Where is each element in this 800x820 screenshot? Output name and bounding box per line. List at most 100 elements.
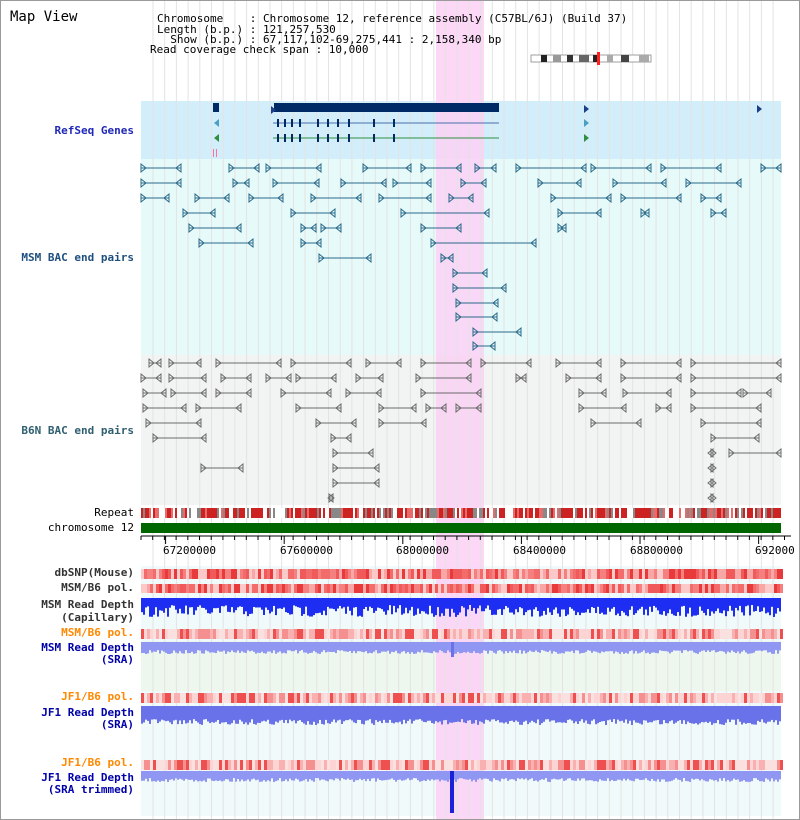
depth-bar: [335, 706, 337, 723]
track-label-msm-depth-cap-1[interactable]: MSM Read Depth: [41, 598, 134, 611]
bac-end-marker: [430, 237, 437, 249]
depth-bar: [571, 642, 573, 651]
track-label-msm-b6-pol-2[interactable]: MSM/B6 pol.: [61, 626, 134, 639]
heat-cell: [264, 569, 267, 579]
depth-bar: [547, 598, 549, 608]
heat-cell: [366, 569, 369, 579]
depth-bar: [459, 598, 461, 613]
heat-cell: [546, 629, 549, 639]
depth-bar: [425, 642, 427, 653]
depth-bar: [645, 771, 647, 779]
depth-bar: [551, 598, 553, 615]
depth-bar: [481, 771, 483, 780]
repeat-segment: [277, 508, 279, 518]
heat-cell: [663, 584, 666, 593]
depth-bar: [243, 642, 245, 653]
depth-bar: [245, 706, 247, 723]
heat-cell: [330, 584, 333, 593]
depth-bar: [473, 598, 475, 608]
track-label-jf1-b6-pol-2[interactable]: JF1/B6 pol.: [61, 756, 134, 769]
depth-bar: [721, 706, 723, 725]
track-label-msm-depth-sra-1[interactable]: MSM Read Depth: [41, 641, 134, 654]
repeat-segment: [163, 508, 165, 518]
heat-cell: [600, 693, 603, 703]
repeat-segment: [191, 508, 193, 518]
depth-bar: [175, 642, 177, 653]
depth-bar: [299, 642, 301, 651]
depth-bar: [353, 771, 355, 782]
depth-bar: [675, 598, 677, 616]
depth-bar: [491, 771, 493, 782]
heat-cell: [318, 584, 321, 593]
depth-bar: [285, 598, 287, 613]
depth-bar: [719, 598, 721, 613]
repeat-segment: [583, 508, 585, 518]
heat-cell: [678, 584, 681, 593]
depth-bar: [559, 771, 561, 780]
depth-bar: [643, 642, 645, 651]
depth-bar: [769, 771, 771, 782]
depth-bar: [419, 706, 421, 720]
depth-bar: [535, 771, 537, 781]
depth-bar: [729, 598, 731, 606]
track-label-jf1-depth-trim-1[interactable]: JF1 Read Depth: [41, 771, 134, 784]
repeat-segment: [141, 508, 143, 518]
heat-cell: [255, 584, 258, 593]
depth-bar: [531, 642, 533, 652]
heat-cell: [513, 693, 516, 703]
depth-bar: [505, 706, 507, 723]
heat-cell: [534, 569, 537, 579]
depth-bar: [493, 598, 495, 615]
depth-bar: [149, 771, 151, 779]
chromosome-bar: [141, 523, 781, 533]
depth-bar: [513, 771, 515, 780]
heat-cell: [747, 569, 750, 579]
track-label-jf1-depth-sra-1[interactable]: JF1 Read Depth: [41, 706, 134, 719]
track-label-b6n-bac[interactable]: B6N BAC end pairs: [21, 424, 134, 437]
depth-bar: [559, 598, 561, 617]
repeat-segment: [165, 508, 167, 518]
heat-cell: [468, 629, 471, 639]
refseq-exon: [299, 134, 301, 142]
depth-bar: [365, 642, 367, 652]
depth-bar: [759, 598, 761, 612]
heat-cell: [756, 629, 759, 639]
depth-bar: [679, 706, 681, 721]
depth-bar: [675, 642, 677, 651]
depth-bar: [357, 642, 359, 652]
repeat-segment: [203, 508, 205, 518]
track-label-msm-b6-pol-1[interactable]: MSM/B6 pol.: [61, 581, 134, 594]
heat-cell: [318, 629, 321, 639]
repeat-segment: [627, 508, 629, 518]
depth-bar: [551, 706, 553, 721]
heat-cell: [213, 760, 216, 770]
heat-cell: [705, 760, 708, 770]
repeat-segment: [145, 508, 147, 518]
bac-end-marker: [660, 177, 667, 189]
repeat-segment: [381, 508, 383, 518]
repeat-segment: [721, 508, 723, 518]
depth-bar: [593, 771, 595, 782]
repeat-segment: [603, 508, 605, 518]
repeat-segment: [467, 508, 469, 518]
heat-cell: [417, 584, 420, 593]
bac-end-marker: [410, 402, 417, 414]
heat-cell: [444, 569, 447, 579]
depth-bar: [353, 706, 355, 723]
track-label-msm-bac[interactable]: MSM BAC end pairs: [21, 251, 134, 264]
heat-cell: [636, 760, 639, 770]
heat-cell: [675, 760, 678, 770]
heat-cell: [762, 584, 765, 593]
track-label-refseq[interactable]: RefSeq Genes: [54, 124, 134, 137]
heat-cell: [387, 569, 390, 579]
heat-cell: [492, 584, 495, 593]
depth-bar: [151, 642, 153, 653]
track-label-jf1-b6-pol-1[interactable]: JF1/B6 pol.: [61, 690, 134, 703]
heat-cell: [747, 629, 750, 639]
track-label-dbsnp[interactable]: dbSNP(Mouse): [54, 566, 134, 579]
heat-cell: [348, 693, 351, 703]
depth-bar: [385, 706, 387, 723]
depth-bar: [209, 771, 211, 779]
heat-cell: [228, 760, 231, 770]
